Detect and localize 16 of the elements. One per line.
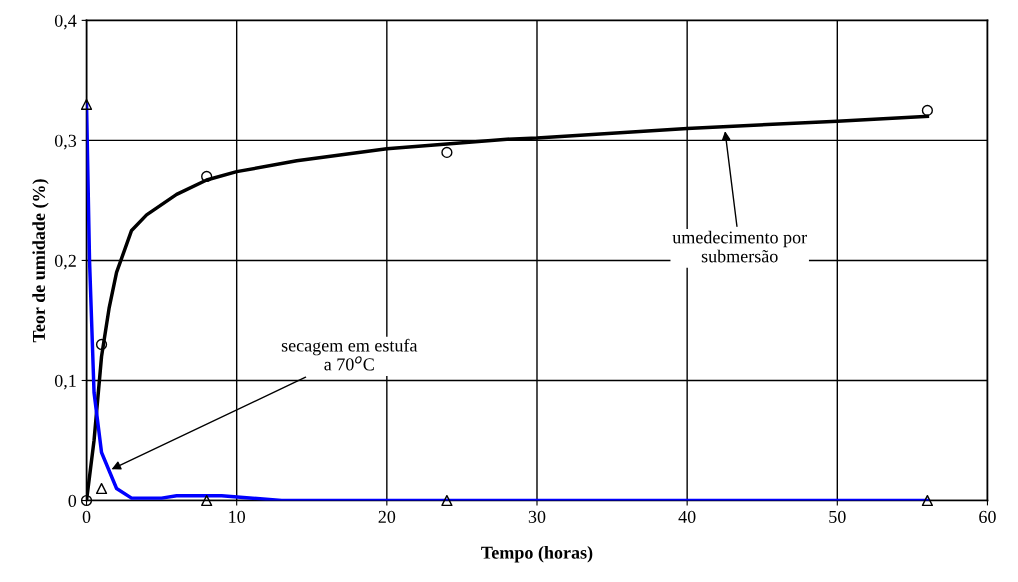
y-tick-label: 0,4 — [54, 14, 77, 30]
y-tick-label: 0,2 — [54, 254, 76, 270]
x-tick-label: 50 — [829, 510, 846, 523]
y-tick-label: 0,3 — [54, 134, 77, 150]
x-tick-label: 10 — [229, 510, 246, 523]
x-axis-title: Tempo (horas) — [481, 546, 593, 563]
x-tick-label: 20 — [378, 510, 396, 523]
annotation: secagem em estufa a 70$^{o}$C — [281, 338, 418, 371]
x-tick-label: 30 — [528, 510, 546, 523]
x-tick-label: 60 — [979, 510, 996, 523]
y-tick-label: 0 — [68, 494, 77, 507]
x-tick-label: 0 — [82, 510, 91, 523]
x-tick-label: 40 — [678, 510, 696, 523]
y-tick-label: 0,1 — [54, 374, 76, 390]
annotation: umedecimento por submersão — [672, 230, 807, 263]
y-axis-title: Teor de umidade (%) — [32, 179, 49, 343]
